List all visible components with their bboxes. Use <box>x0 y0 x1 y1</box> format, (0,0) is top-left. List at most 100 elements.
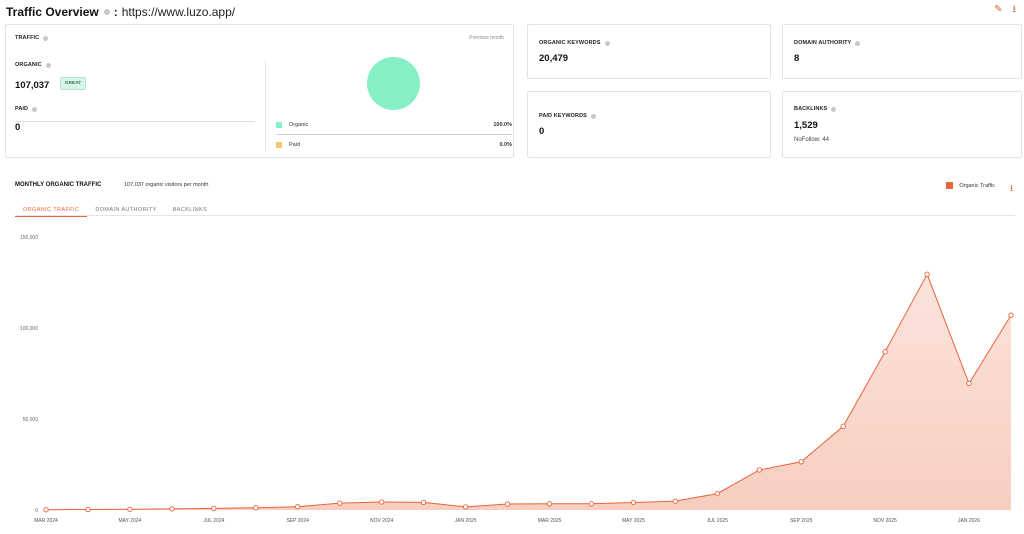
domain-authority-label-text: DOMAIN AUTHORITY <box>794 40 852 46</box>
organic-swatch <box>276 122 282 128</box>
paid-label: PAID <box>15 106 38 112</box>
data-point <box>882 349 888 355</box>
data-point <box>840 423 846 429</box>
data-point <box>253 505 259 511</box>
legend-organic-name: Organic <box>289 122 309 128</box>
organic-keywords-value: 20,479 <box>539 53 569 64</box>
info-icon[interactable] <box>855 40 861 46</box>
legend-divider <box>276 134 512 135</box>
domain-authority-card: DOMAIN AUTHORITY 8 <box>782 24 1022 79</box>
chart-title: MONTHLY ORGANIC TRAFFIC <box>15 182 102 188</box>
backlinks-label: BACKLINKS <box>794 106 837 112</box>
data-point <box>1008 312 1014 318</box>
x-tick-label: JAN 2026 <box>958 518 980 524</box>
legend-swatch <box>946 182 954 189</box>
edit-icon[interactable]: ✎ <box>994 4 1003 15</box>
chart-tabs: ORGANIC TRAFFIC DOMAIN AUTHORITY BACKLIN… <box>15 207 215 217</box>
paid-keywords-value: 0 <box>539 126 545 137</box>
data-point <box>462 504 469 510</box>
series-area <box>46 274 1011 510</box>
x-tick-label: MAY 2024 <box>118 518 141 524</box>
info-icon[interactable] <box>45 62 51 68</box>
tab-domain-authority[interactable]: DOMAIN AUTHORITY <box>95 207 157 213</box>
data-point <box>672 498 678 504</box>
nofollow-count: NoFollow: 44 <box>794 137 830 143</box>
data-point <box>337 500 343 506</box>
x-tick-label: MAY 2025 <box>622 518 645 524</box>
legend-paid: Paid 0.0% <box>276 140 512 150</box>
data-point <box>756 467 762 473</box>
separator: : <box>113 5 118 19</box>
traffic-label: TRAFFIC <box>15 35 49 41</box>
data-point <box>504 501 511 507</box>
info-icon[interactable] <box>43 35 49 41</box>
tab-organic-traffic[interactable]: ORGANIC TRAFFIC <box>15 207 88 217</box>
organic-value: 107,037 <box>15 80 50 91</box>
data-point <box>295 504 301 510</box>
x-tick-label: SEP 2024 <box>286 518 309 524</box>
traffic-card: TRAFFIC Previous month ORGANIC 107,037 G… <box>5 24 514 158</box>
x-tick-label: NOV 2025 <box>873 518 897 524</box>
legend-organic: Organic 100.0% <box>276 120 512 130</box>
status-badge: GREAT <box>59 77 87 91</box>
organic-label-text: ORGANIC <box>15 62 42 68</box>
y-tick-label: 0 <box>35 508 38 514</box>
data-point <box>714 490 720 497</box>
data-point <box>966 380 972 387</box>
data-point <box>379 499 385 505</box>
data-point <box>924 271 930 277</box>
data-point <box>85 506 91 513</box>
paid-keywords-label-text: PAID KEYWORDS <box>539 113 587 119</box>
info-icon[interactable] <box>604 40 610 46</box>
info-icon[interactable] <box>32 106 38 112</box>
paid-keywords-card: PAID KEYWORDS 0 <box>527 91 771 158</box>
paid-keywords-label: PAID KEYWORDS <box>539 113 596 119</box>
x-tick-label: NOV 2024 <box>370 518 394 524</box>
info-icon[interactable] <box>831 106 837 112</box>
x-tick-label: JUL 2024 <box>203 518 224 524</box>
organic-keywords-label-text: ORGANIC KEYWORDS <box>539 40 601 46</box>
divider <box>265 61 266 151</box>
data-point <box>169 506 175 512</box>
data-point <box>211 505 217 512</box>
info-icon[interactable] <box>590 113 596 119</box>
data-point <box>630 499 637 506</box>
tab-backlinks[interactable]: BACKLINKS <box>172 207 208 213</box>
period-label: Previous month <box>469 35 504 41</box>
organic-keywords-label: ORGANIC KEYWORDS <box>539 40 610 46</box>
download-icon[interactable]: ⭳ <box>1009 183 1013 193</box>
tabs-divider <box>15 215 1015 216</box>
domain-authority-label: DOMAIN AUTHORITY <box>794 40 861 46</box>
y-tick-label: 150,000 <box>20 235 38 241</box>
paid-value: 0 <box>15 122 21 133</box>
site-url: https://www.luzo.app/ <box>121 5 236 19</box>
data-point <box>420 499 427 506</box>
page-header: Traffic Overview : https://www.luzo.app/ <box>6 4 235 20</box>
header-actions: ✎ ⭳ <box>994 5 1016 15</box>
data-point <box>546 501 553 507</box>
x-tick-label: JUL 2025 <box>707 518 728 524</box>
paid-label-text: PAID <box>15 106 29 112</box>
download-icon[interactable]: ⭳ <box>1012 4 1017 15</box>
traffic-label-text: TRAFFIC <box>15 35 40 41</box>
legend-organic-pct: 100.0% <box>493 122 512 128</box>
legend-paid-pct: 0.0% <box>499 142 512 148</box>
traffic-pie-chart <box>367 57 420 110</box>
divider <box>15 121 255 122</box>
info-icon[interactable] <box>103 9 110 15</box>
data-point <box>588 501 595 507</box>
chart-legend: Organic Traffic <box>946 182 995 189</box>
legend-label: Organic Traffic <box>959 182 995 189</box>
page-title: Traffic Overview <box>6 5 99 19</box>
x-tick-label: MAR 2024 <box>34 518 58 524</box>
organic-row: 107,037 GREAT <box>15 75 87 93</box>
data-point <box>127 506 133 512</box>
x-tick-label: JAN 2025 <box>455 518 477 524</box>
data-point <box>43 507 49 513</box>
x-tick-label: MAR 2025 <box>538 518 562 524</box>
organic-label: ORGANIC <box>15 62 51 68</box>
y-tick-label: 50,000 <box>23 417 39 423</box>
y-tick-label: 100,000 <box>20 326 38 332</box>
data-point <box>798 459 804 465</box>
